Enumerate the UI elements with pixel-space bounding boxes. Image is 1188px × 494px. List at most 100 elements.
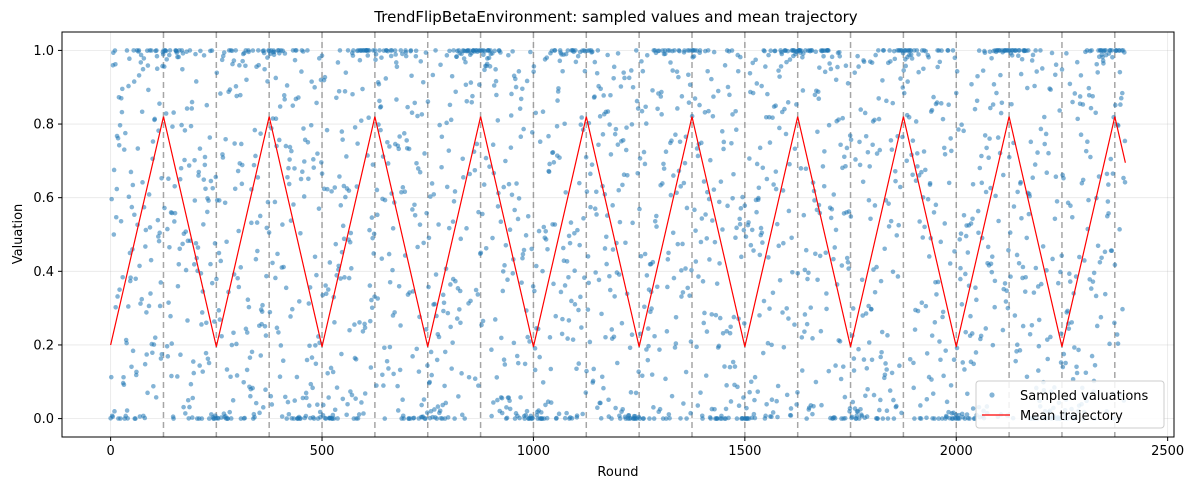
scatter-point <box>161 64 167 69</box>
x-tick-label: 1000 <box>517 444 550 459</box>
scatter-point <box>895 274 901 279</box>
scatter-point <box>395 408 401 413</box>
scatter-point <box>942 221 948 226</box>
scatter-point <box>618 84 624 89</box>
scatter-point <box>202 154 208 160</box>
scatter-point <box>1009 53 1015 58</box>
scatter-point <box>452 416 457 421</box>
scatter-point <box>1040 66 1045 71</box>
legend-sampled-marker <box>989 392 995 398</box>
scatter-point <box>641 149 647 155</box>
scatter-point <box>290 103 296 108</box>
scatter-point <box>810 411 815 417</box>
scatter-point <box>733 108 738 114</box>
scatter-point <box>285 399 291 405</box>
scatter-point <box>916 69 921 75</box>
scatter-point <box>943 348 948 353</box>
scatter-point <box>733 235 738 241</box>
scatter-point <box>273 116 279 121</box>
scatter-point <box>701 320 707 326</box>
scatter-point <box>221 50 227 55</box>
scatter-point <box>489 413 494 419</box>
scatter-point <box>495 204 501 209</box>
scatter-point <box>804 416 809 421</box>
scatter-point <box>609 416 614 421</box>
scatter-point <box>973 350 979 355</box>
scatter-point <box>725 84 731 90</box>
scatter-point <box>468 298 473 304</box>
scatter-point <box>672 48 677 53</box>
scatter-point <box>939 48 944 53</box>
scatter-point <box>785 100 791 105</box>
scatter-point <box>270 260 275 266</box>
scatter-point <box>729 48 735 53</box>
scatter-point <box>230 61 235 67</box>
scatter-point <box>658 94 664 99</box>
scatter-point <box>842 394 848 400</box>
scatter-point <box>992 278 998 284</box>
scatter-point <box>387 144 392 149</box>
scatter-point <box>923 303 929 309</box>
scatter-point <box>353 356 359 362</box>
scatter-point <box>315 402 320 407</box>
x-tick-label: 2000 <box>940 444 973 459</box>
scatter-point <box>708 157 713 163</box>
scatter-point <box>677 48 682 54</box>
scatter-point <box>489 347 494 352</box>
scatter-point <box>110 414 115 420</box>
scatter-point <box>326 395 331 400</box>
scatter-point <box>956 127 961 132</box>
scatter-point <box>317 409 323 415</box>
scatter-point <box>1063 360 1068 366</box>
scatter-point <box>701 179 707 184</box>
scatter-point <box>608 152 614 157</box>
scatter-point <box>874 151 880 156</box>
scatter-point <box>310 385 315 391</box>
scatter-point <box>111 232 117 237</box>
scatter-point <box>323 283 328 288</box>
scatter-point <box>876 116 882 122</box>
scatter-point <box>285 175 290 180</box>
scatter-point <box>256 62 261 68</box>
scatter-point <box>586 280 591 286</box>
scatter-point <box>367 318 373 324</box>
scatter-point <box>1075 116 1080 122</box>
scatter-point <box>385 161 391 166</box>
scatter-point <box>453 278 458 284</box>
scatter-point <box>1048 334 1053 340</box>
scatter-point <box>520 255 525 261</box>
scatter-point <box>817 253 823 259</box>
scatter-point <box>822 69 828 75</box>
scatter-point <box>560 68 565 74</box>
scatter-point <box>1106 211 1111 216</box>
scatter-point <box>298 416 303 421</box>
scatter-point <box>924 396 930 402</box>
scatter-point <box>688 339 694 344</box>
scatter-point <box>498 50 503 55</box>
scatter-point <box>282 51 288 56</box>
scatter-point <box>869 60 875 65</box>
scatter-point <box>958 231 964 236</box>
scatter-point <box>569 298 574 304</box>
scatter-point <box>826 122 832 128</box>
scatter-point <box>884 367 889 372</box>
scatter-point <box>822 149 827 154</box>
scatter-point <box>478 250 484 256</box>
scatter-point <box>975 73 980 79</box>
scatter-point <box>682 48 687 53</box>
scatter-point <box>828 66 834 72</box>
scatter-point <box>367 227 372 233</box>
scatter-point <box>738 54 743 60</box>
scatter-point <box>826 368 832 374</box>
scatter-point <box>757 313 762 318</box>
scatter-point <box>780 188 786 193</box>
scatter-point <box>247 355 253 360</box>
scatter-point <box>803 166 809 172</box>
scatter-point <box>311 165 317 170</box>
scatter-point <box>1067 271 1072 277</box>
scatter-point <box>201 53 207 58</box>
scatter-point <box>756 195 761 201</box>
scatter-point <box>1026 211 1032 217</box>
scatter-point <box>414 346 420 352</box>
scatter-point <box>332 185 338 190</box>
